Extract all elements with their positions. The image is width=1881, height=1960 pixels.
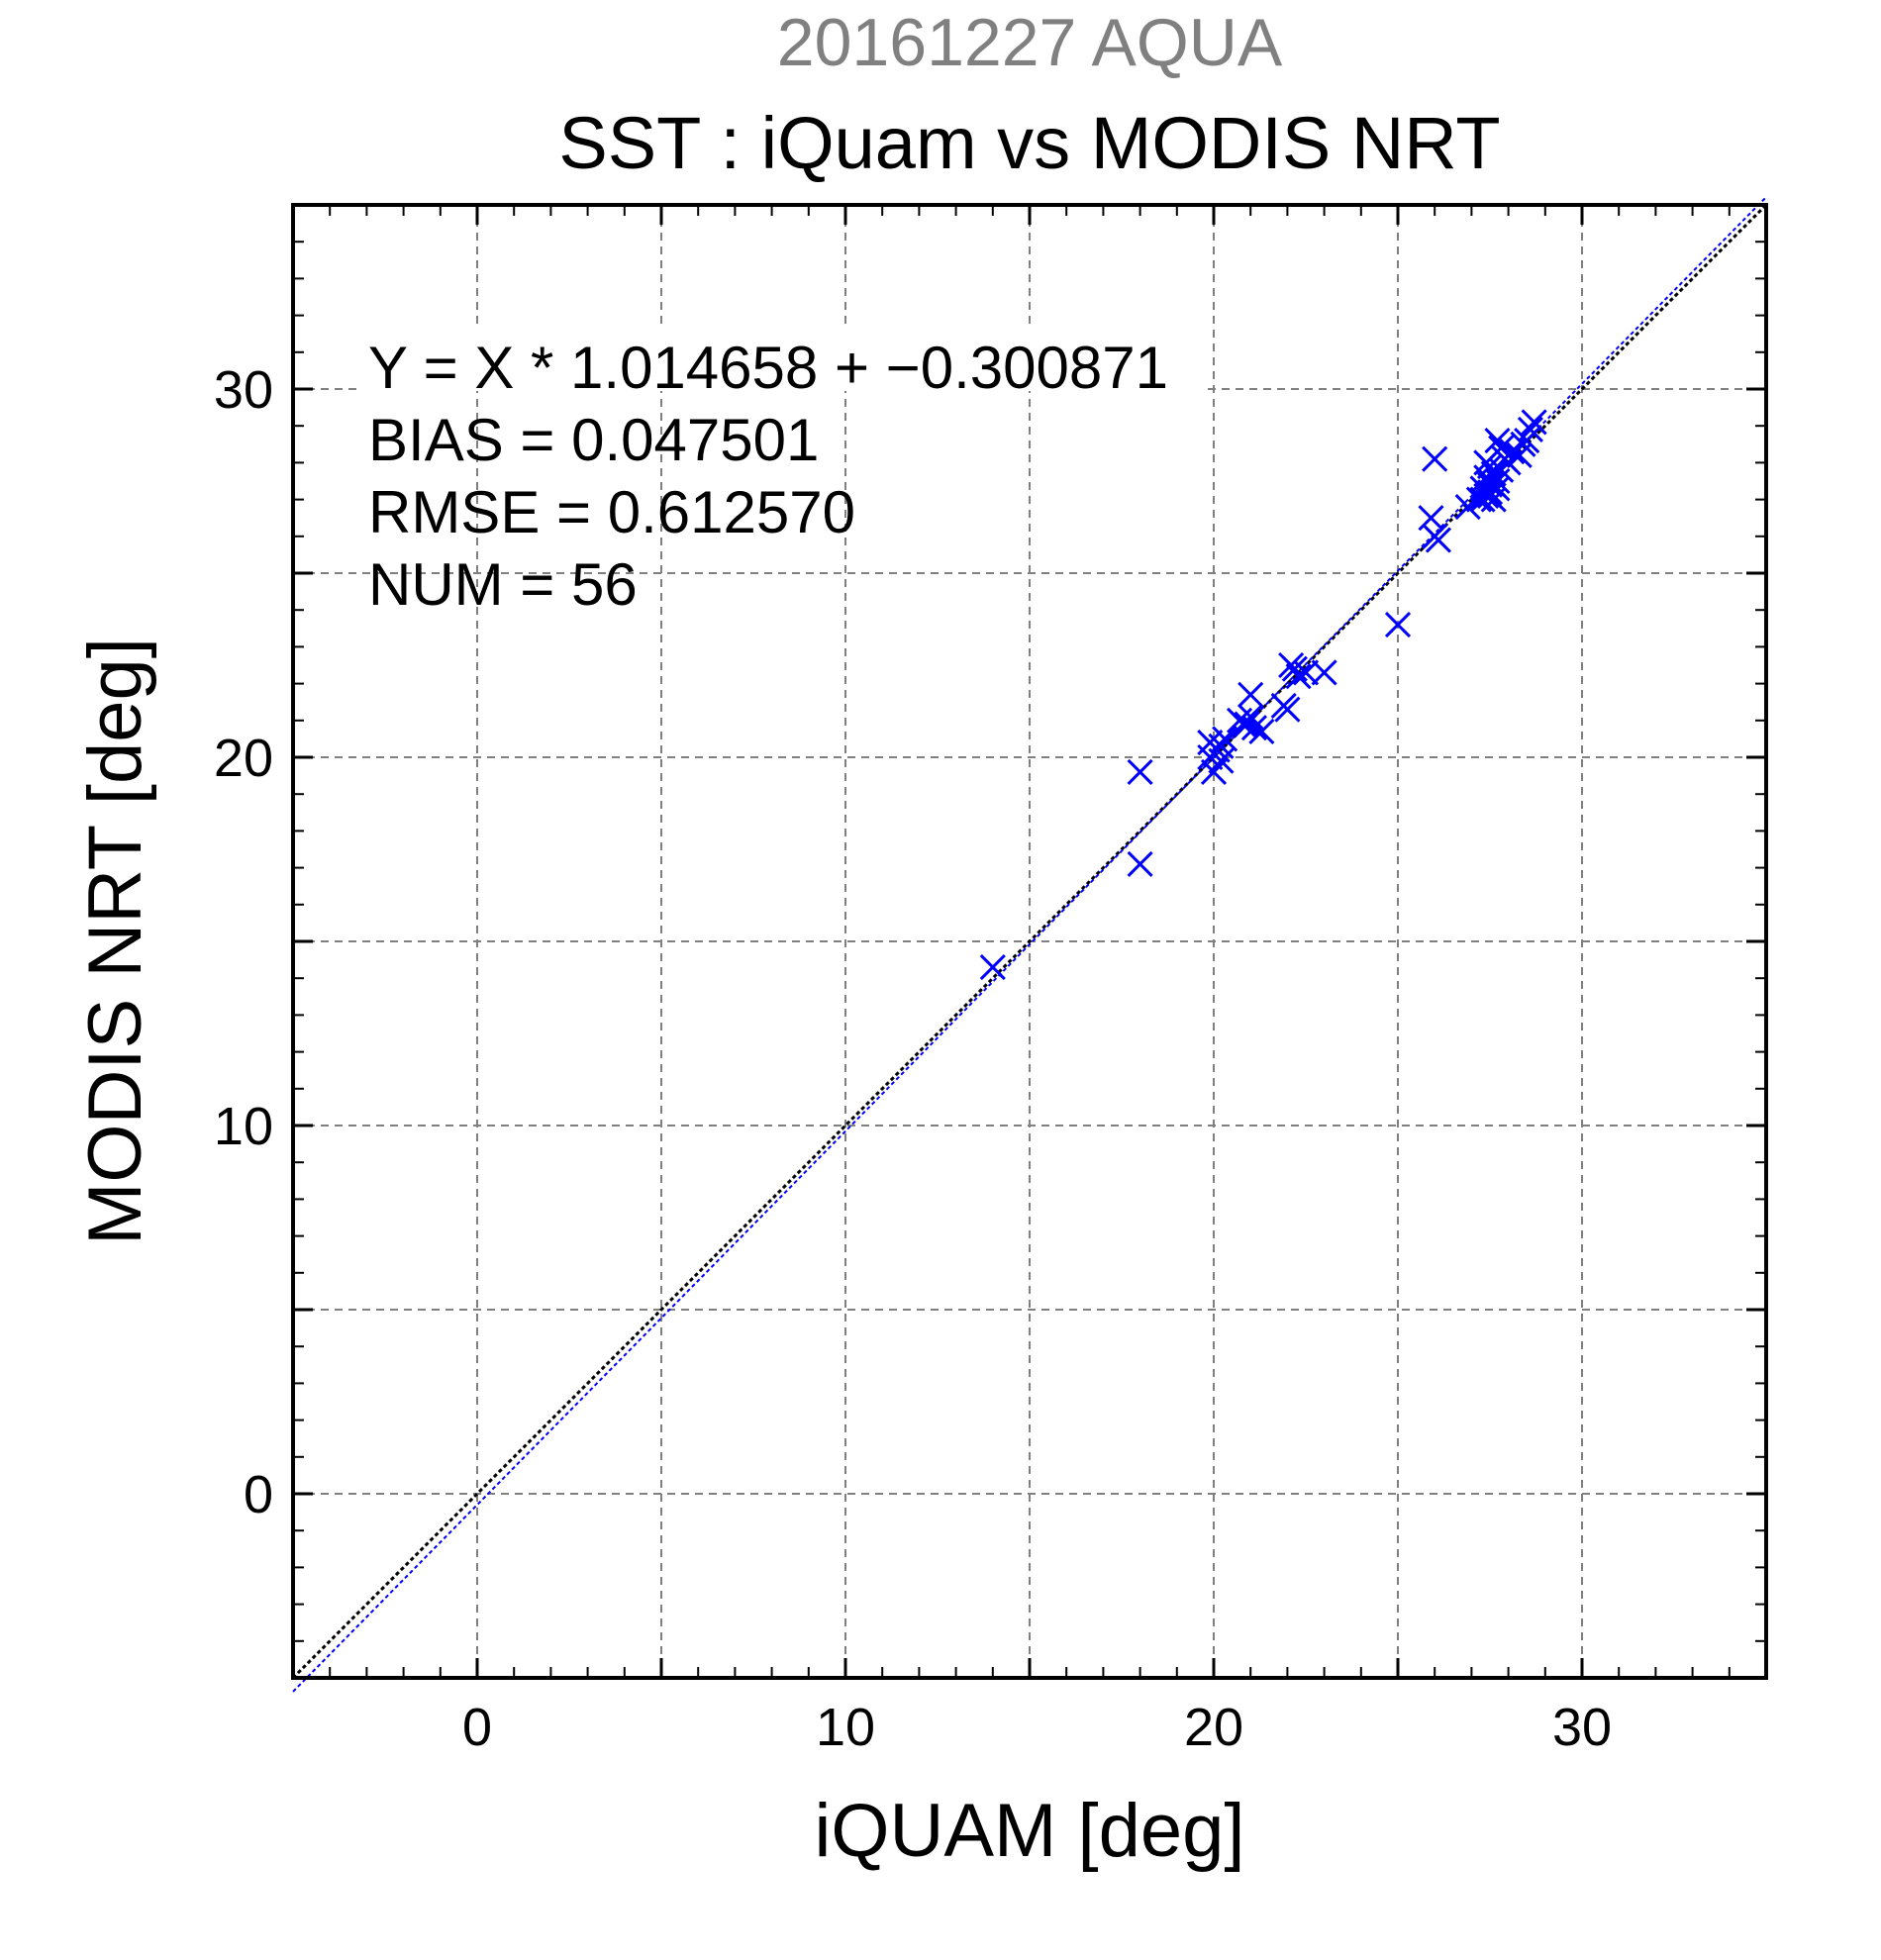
stats-annotation-line: Y = X * 1.014658 + −0.300871 [368, 335, 1168, 401]
data-point-stroke [1285, 663, 1312, 690]
data-point [1274, 696, 1301, 723]
data-point-stroke [1469, 486, 1496, 513]
data-point [1248, 718, 1275, 745]
data-point [1208, 733, 1235, 759]
stats-annotation-line: BIAS = 0.047501 [368, 407, 819, 473]
tick-labels: 0 10 20 30 0 10 20 30 [214, 360, 1612, 1757]
data-point-stroke [1248, 718, 1275, 745]
y-tick-label: 0 [244, 1465, 273, 1524]
data-point [1238, 681, 1264, 708]
data-point-stroke [1281, 655, 1308, 682]
data-point-stroke [1384, 612, 1412, 638]
data-point [1422, 445, 1448, 472]
stats-annotation-line: NUM = 56 [368, 551, 638, 618]
data-point-stroke [1200, 758, 1228, 785]
data-point-stroke [1292, 659, 1320, 686]
data-point [1422, 523, 1448, 549]
data-point-stroke [979, 953, 1006, 981]
data-point [1240, 715, 1267, 741]
data-point-stroke [1488, 435, 1515, 461]
data-point-stroke [1521, 409, 1547, 436]
data-point-stroke [1208, 733, 1235, 759]
y-axis-label: MODIS NRT [deg] [73, 637, 157, 1245]
data-point-stroke [1274, 696, 1301, 723]
data-point [1469, 486, 1496, 513]
data-point [1127, 758, 1153, 785]
data-point [1484, 475, 1511, 502]
data-point [1384, 612, 1412, 638]
data-point [1212, 726, 1238, 752]
data-point [979, 953, 1006, 981]
data-point [1200, 758, 1228, 785]
data-point-stroke [1422, 523, 1448, 549]
stats-annotation-line: RMSE = 0.612570 [368, 479, 855, 545]
data-point [1292, 659, 1320, 686]
data-point-stroke [1517, 416, 1543, 442]
data-point [1285, 663, 1312, 690]
data-point-stroke [1484, 428, 1511, 454]
identity-line [291, 203, 1768, 1680]
data-point-stroke [1422, 445, 1448, 472]
x-axis-label: iQUAM [deg] [814, 1789, 1244, 1873]
data-point-stroke [1127, 758, 1153, 785]
y-tick-label: 10 [214, 1097, 273, 1156]
plot-frame [291, 203, 1768, 1680]
data-point-stroke [1484, 475, 1511, 502]
data-point [1311, 659, 1337, 686]
data-point-stroke [1476, 471, 1504, 498]
data-point-stroke [1234, 711, 1260, 737]
data-point-stroke [1454, 493, 1481, 521]
chart-title: SST : iQuam vs MODIS NRT [558, 102, 1500, 184]
annotation-background [356, 327, 1208, 391]
y-tick-label: 20 [214, 729, 273, 788]
data-point-stroke [1499, 439, 1526, 465]
data-point-stroke [1127, 850, 1153, 877]
x-tick-label: 0 [462, 1698, 492, 1757]
data-point-stroke [1212, 726, 1238, 752]
data-point [1476, 471, 1504, 498]
y-tick-label: 30 [214, 360, 273, 420]
data-point [1234, 711, 1260, 737]
data-point [1454, 493, 1481, 521]
data-point [1127, 850, 1153, 877]
x-tick-label: 20 [1184, 1698, 1243, 1757]
data-point [1521, 409, 1547, 436]
data-point [1484, 428, 1511, 454]
data-point [1499, 439, 1526, 465]
data-point-stroke [1238, 681, 1264, 708]
data-point-stroke [1311, 659, 1337, 686]
data-point [1517, 416, 1543, 442]
chart-supertitle: 20161227 AQUA [777, 5, 1283, 80]
x-tick-label: 30 [1552, 1698, 1612, 1757]
data-point-stroke [1240, 715, 1267, 741]
x-tick-label: 10 [816, 1698, 875, 1757]
data-point-stroke [1238, 704, 1264, 731]
data-points [979, 409, 1547, 981]
